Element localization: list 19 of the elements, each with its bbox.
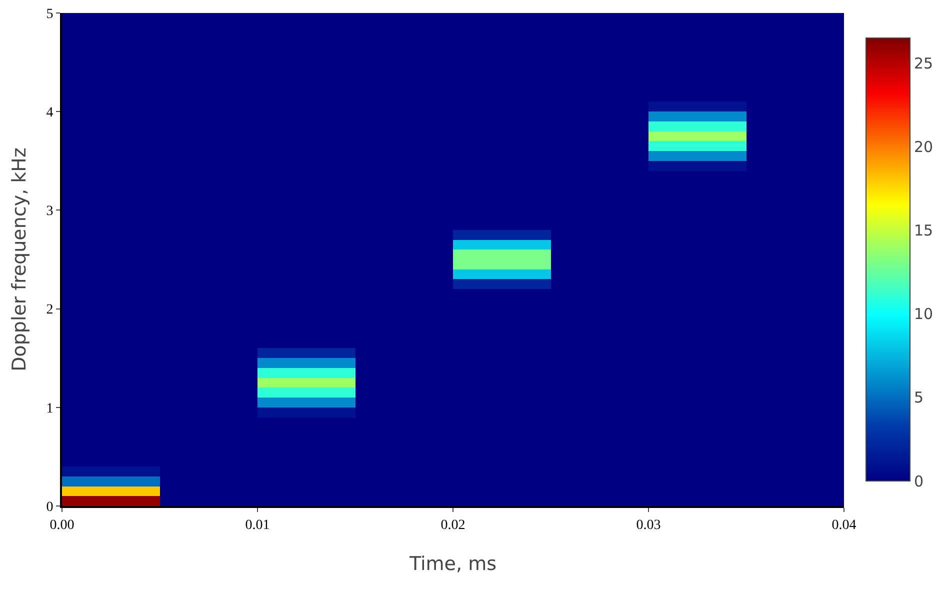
y-axis-title: Doppler frequency, kHz [8,148,31,372]
x-tick-label: 0.01 [245,518,270,533]
x-tick-label: 0.03 [636,518,661,533]
x-tick-label: 0.02 [440,518,466,533]
color-bar-label: 25 [914,54,934,72]
y-tick-label: 2 [46,302,54,318]
x-tick-label: 0.00 [50,518,74,533]
y-tick-label: 3 [46,204,54,220]
color-bar-label: 5 [914,388,924,407]
x-tick-label: 0.04 [832,518,856,533]
color-bar-label: 20 [914,138,934,156]
color-bar-label: 10 [914,305,934,324]
color-bar-label: 0 [914,472,924,490]
y-tick-label: 0 [46,500,54,515]
color-bar-label: 15 [914,222,934,240]
x-axis-title: Time, ms [408,553,496,576]
y-tick-label: 1 [46,401,54,416]
y-tick-label: 4 [46,106,54,120]
y-tick-label: 5 [46,6,54,22]
